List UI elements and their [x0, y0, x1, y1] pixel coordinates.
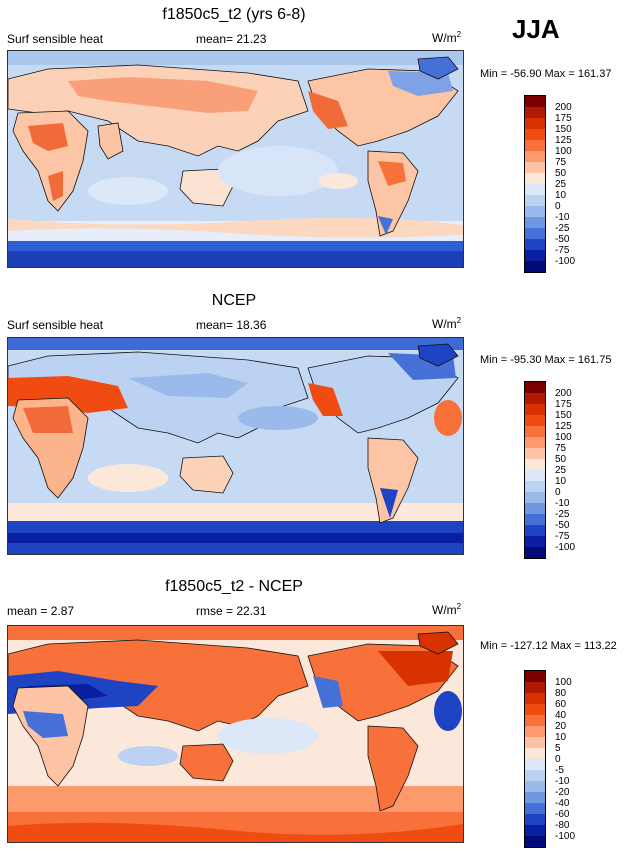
colorbar-tick: 60 — [555, 699, 567, 710]
colorbar-tick: 0 — [555, 487, 561, 498]
panel-1-map — [7, 50, 464, 268]
colorbar-tick: 200 — [555, 102, 572, 113]
colorbar-tick: 75 — [555, 157, 567, 168]
season-label: JJA — [512, 14, 560, 44]
colorbar-tick: -50 — [555, 520, 570, 531]
panel-2-minmax: Min = -95.30 Max = 161.75 — [480, 354, 612, 366]
panel-3-title: f1850c5_t2 - NCEP — [165, 578, 303, 595]
colorbar-tick: -50 — [555, 234, 570, 245]
panel-3-minmax: Min = -127.12 Max = 113.22 — [480, 640, 617, 652]
colorbar-tick: -75 — [555, 531, 570, 542]
panel-3-center-label: rmse = 22.31 — [196, 604, 267, 618]
colorbar-tick: -100 — [555, 542, 576, 553]
panel-3-colorbar — [524, 670, 546, 848]
panel-1-colorbar — [524, 95, 546, 273]
panel-3-map — [7, 625, 464, 843]
panel-2-title: NCEP — [211, 292, 257, 309]
panel-1-units: W/m2 — [432, 30, 462, 45]
colorbar-tick: 100 — [555, 146, 572, 157]
panel-3-units: W/m2 — [432, 602, 462, 617]
panel-2-colorbar — [524, 381, 546, 559]
colorbar-tick: 175 — [555, 399, 572, 410]
colorbar-tick: -100 — [555, 256, 576, 267]
colorbar-tick: -10 — [555, 776, 570, 787]
colorbar-tick: 5 — [555, 743, 561, 754]
colorbar-tick: -25 — [555, 223, 570, 234]
colorbar-tick: -100 — [555, 831, 576, 842]
colorbar-tick: 125 — [555, 135, 572, 146]
panel-2-center-label: mean= 18.36 — [196, 318, 267, 332]
colorbar-tick: -80 — [555, 820, 570, 831]
colorbar-tick: 80 — [555, 688, 567, 699]
colorbar-tick: 0 — [555, 201, 561, 212]
colorbar-tick: 10 — [555, 476, 567, 487]
panel-3-left-label: mean = 2.87 — [7, 604, 75, 618]
colorbar-tick: -5 — [555, 765, 564, 776]
panel-2-units: W/m2 — [432, 316, 462, 331]
colorbar-tick: 40 — [555, 710, 567, 721]
colorbar-tick: 20 — [555, 721, 567, 732]
colorbar-tick: 125 — [555, 421, 572, 432]
colorbar-tick: -10 — [555, 498, 570, 509]
colorbar-tick: 10 — [555, 732, 567, 743]
colorbar-tick: 25 — [555, 179, 567, 190]
panel-2-map — [7, 337, 464, 555]
panel-1-title: f1850c5_t2 (yrs 6-8) — [162, 6, 306, 23]
colorbar-tick: -75 — [555, 245, 570, 256]
colorbar-tick: 150 — [555, 124, 572, 135]
panel-2-left-label: Surf sensible heat — [7, 318, 104, 332]
colorbar-tick: -25 — [555, 509, 570, 520]
panel-1-center-label: mean= 21.23 — [196, 32, 267, 46]
panel-1-left-label: Surf sensible heat — [7, 32, 104, 46]
colorbar-tick: -40 — [555, 798, 570, 809]
colorbar-tick: 175 — [555, 113, 572, 124]
colorbar-tick: -60 — [555, 809, 570, 820]
panel-1-minmax: Min = -56.90 Max = 161.37 — [480, 68, 612, 80]
colorbar-tick: 100 — [555, 432, 572, 443]
colorbar-tick: -20 — [555, 787, 570, 798]
colorbar-tick: -10 — [555, 212, 570, 223]
colorbar-tick: 50 — [555, 454, 567, 465]
colorbar-tick: 100 — [555, 677, 572, 688]
colorbar-tick: 50 — [555, 168, 567, 179]
colorbar-tick: 25 — [555, 465, 567, 476]
colorbar-tick: 200 — [555, 388, 572, 399]
colorbar-tick: 75 — [555, 443, 567, 454]
colorbar-tick: 10 — [555, 190, 567, 201]
colorbar-tick: 150 — [555, 410, 572, 421]
colorbar-tick: 0 — [555, 754, 561, 765]
